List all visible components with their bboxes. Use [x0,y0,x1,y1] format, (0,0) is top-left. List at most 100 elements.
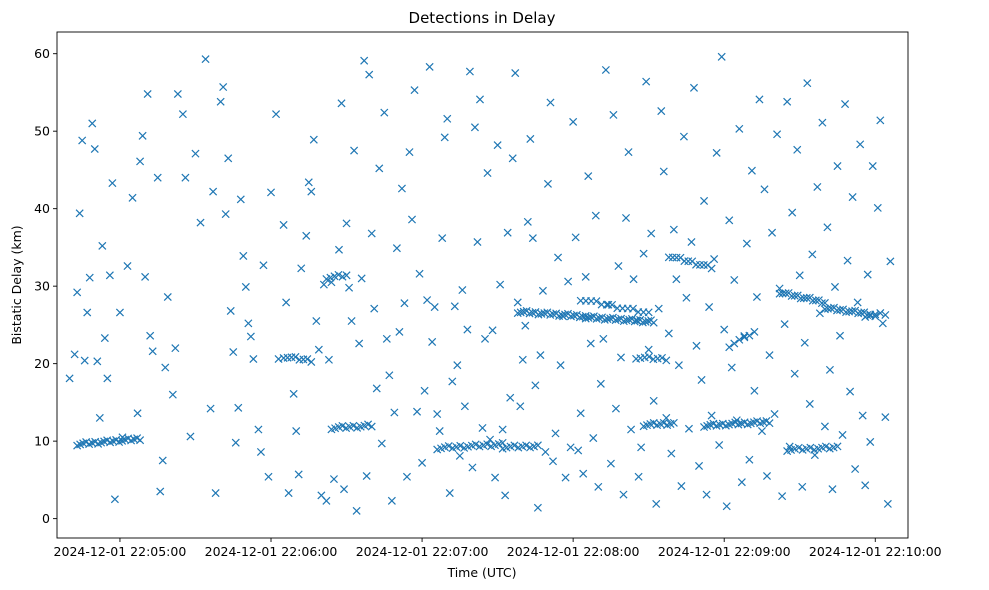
data-point [584,172,593,181]
data-point [765,351,774,360]
data-point [876,309,885,318]
data-point [551,429,560,438]
data-point [695,260,704,269]
data-point [390,408,399,417]
data-point [523,217,532,226]
data-point [294,470,303,479]
data-point [853,298,862,307]
data-point [528,308,537,317]
data-point [722,502,731,511]
data-point [450,302,459,311]
data-point [148,347,157,356]
data-point [835,331,845,340]
data-point [543,179,552,188]
data-point [561,473,570,482]
data-point [707,411,716,420]
data-point [498,425,507,434]
data-point [611,404,620,413]
data-point [838,430,847,439]
data-point [735,124,744,133]
data-point [380,108,389,117]
y-tick-label: 10 [34,434,50,449]
data-point [616,353,626,362]
data-point [516,402,525,411]
data-point [440,133,449,142]
data-point [65,374,74,383]
data-point [402,472,411,481]
data-point [802,293,811,302]
data-point [727,363,736,372]
data-point [638,318,647,327]
data-point [425,62,434,71]
data-point [528,234,537,243]
data-point [367,229,376,238]
data-point [695,461,704,470]
data-point [103,374,112,383]
data-point [70,350,79,359]
data-point [433,409,442,419]
data-point [697,375,706,384]
data-point [835,305,845,314]
data-point [644,345,653,354]
data-point [710,255,719,264]
data-point [730,275,739,284]
data-point [536,351,545,360]
data-point [773,130,782,139]
data-point [274,354,283,364]
data-point [541,447,550,457]
data-point [518,355,527,364]
data-point [221,210,230,219]
data-point [415,269,424,278]
data-point [684,257,693,266]
data-point [878,319,887,328]
data-point [750,327,759,336]
data-point [347,317,356,326]
data-point [757,427,766,436]
data-point [133,409,142,418]
data-point [755,95,764,104]
data-point [171,344,180,353]
data-point [830,282,840,291]
data-point [642,77,651,86]
data-point [456,441,465,450]
data-point [508,154,517,163]
data-point [654,304,663,313]
data-point [644,308,653,317]
data-point [883,499,892,508]
data-point [783,97,792,106]
data-point [876,116,885,125]
x-axis: 2024-12-01 22:05:00 2024-12-01 22:06:00 20… [54,538,942,559]
data-point [556,361,565,370]
data-point [377,439,386,448]
data-point [652,499,661,508]
data-point [639,249,648,258]
data-point [292,427,301,436]
data-point [737,478,746,487]
data-point [105,271,114,280]
data-point [781,289,790,298]
data-point [574,446,583,455]
data-point [231,438,240,447]
data-point [689,83,699,92]
data-point [186,432,195,441]
data-point [181,173,190,182]
data-point [750,386,759,395]
data-point [841,100,850,109]
data-point [309,135,318,144]
data-point [674,361,683,370]
data-point [95,413,104,422]
data-point [609,110,618,119]
data-point [566,312,575,321]
data-point [259,261,268,270]
data-point [591,211,600,220]
data-point [407,215,417,224]
data-point [282,298,291,307]
data-point [448,377,457,386]
data-point [146,331,155,340]
data-point [581,272,590,281]
data-point [387,496,396,505]
data-point [641,317,650,326]
data-point [625,315,634,324]
data-point [780,320,789,329]
data-point [730,339,739,348]
